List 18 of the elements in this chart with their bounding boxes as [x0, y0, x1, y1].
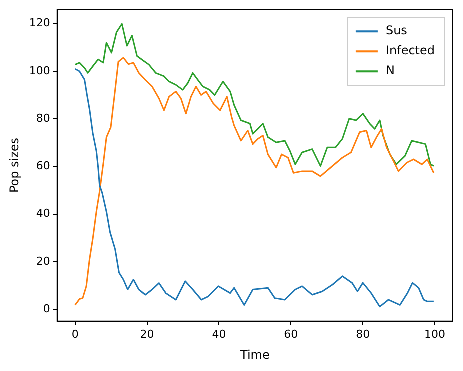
x-tick-label: 80	[356, 328, 370, 341]
x-tick-label: 20	[140, 328, 154, 341]
x-axis-title: Time	[240, 348, 270, 362]
y-tick-label: 20	[36, 254, 50, 268]
legend-label: Sus	[386, 24, 408, 38]
legend-label: N	[386, 64, 395, 78]
y-tick-label: 100	[29, 64, 50, 78]
x-tick-label: 100	[424, 328, 446, 341]
y-tick-label: 0	[43, 302, 50, 316]
x-tick-label: 0	[72, 328, 79, 341]
x-tick-label: 60	[284, 328, 298, 341]
y-tick-label: 120	[29, 16, 50, 30]
y-tick-label: 60	[36, 160, 50, 173]
y-axis-title: Pop sizes	[7, 138, 22, 194]
x-tick-label: 40	[212, 328, 226, 341]
y-tick-label: 80	[36, 112, 50, 125]
y-tick-label: 40	[36, 207, 50, 220]
legend-label: Infected	[386, 44, 436, 58]
